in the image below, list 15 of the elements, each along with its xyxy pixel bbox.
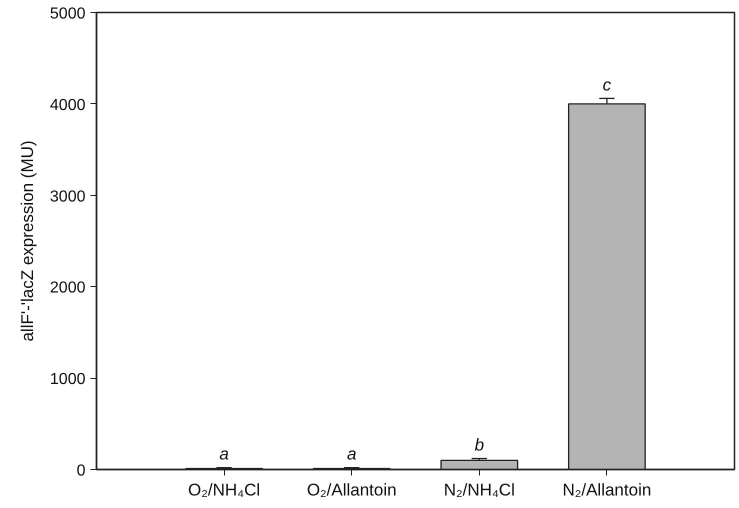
y-tick-label: 3000 bbox=[50, 188, 86, 206]
x-tick-label: N₂/NH₄Cl bbox=[444, 480, 515, 500]
annotation: b bbox=[474, 436, 484, 455]
y-tick-label: 4000 bbox=[50, 96, 86, 114]
y-tick-label: 1000 bbox=[50, 371, 86, 388]
x-tick-label: N₂/Allantoin bbox=[562, 480, 652, 500]
y-axis-title: allF'-'lacZ expression (MU) bbox=[18, 140, 37, 342]
y-tick-label: 2000 bbox=[50, 280, 86, 297]
x-tick-label: O₂/NH₄Cl bbox=[188, 480, 260, 500]
annotation: a bbox=[219, 444, 229, 464]
annotation: c bbox=[602, 75, 612, 94]
y-tick-label: 0 bbox=[76, 462, 86, 480]
y-tick-label: 5000 bbox=[50, 6, 86, 22]
annotation: a bbox=[346, 444, 356, 464]
x-tick-label: O₂/Allantoin bbox=[306, 480, 397, 500]
